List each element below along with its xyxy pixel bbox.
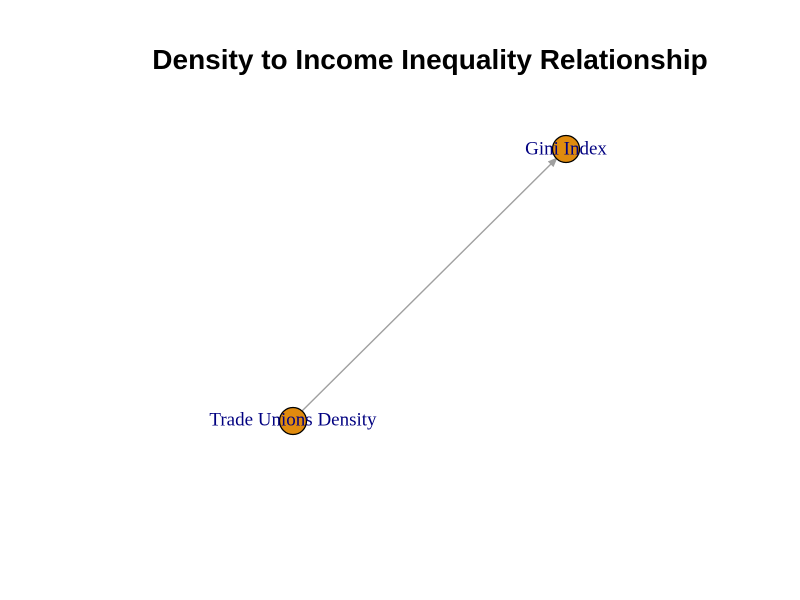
node-label: Gini Index <box>525 138 607 159</box>
edge-trade-unions-to-gini <box>299 157 558 414</box>
node-circle <box>278 406 308 436</box>
node-trade-unions-density: Trade Unions Density <box>209 406 377 436</box>
diagram-title: Density to Income Inequality Relationshi… <box>152 44 708 75</box>
node-circle <box>551 134 581 164</box>
node-gini-index: Gini Index <box>525 134 607 164</box>
node-label: Trade Unions Density <box>209 409 377 430</box>
